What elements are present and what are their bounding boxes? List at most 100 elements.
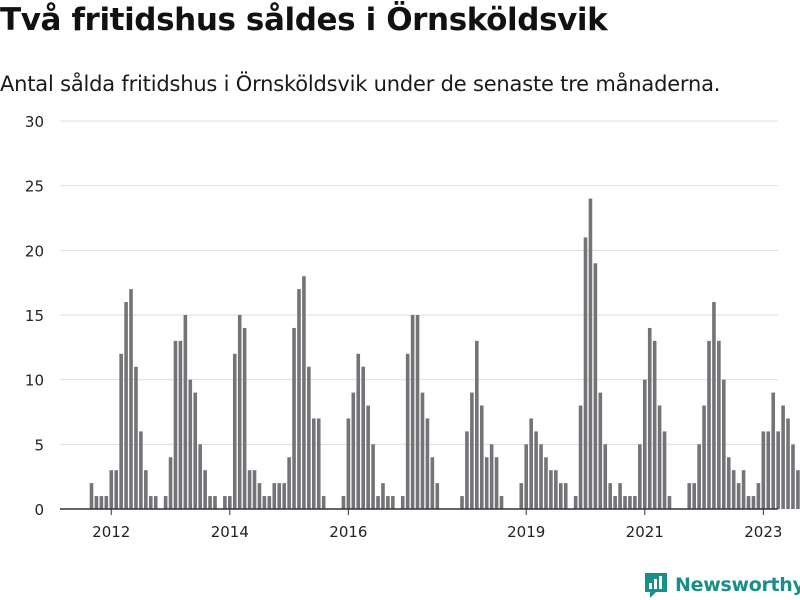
bar	[198, 444, 202, 509]
bar	[702, 405, 706, 509]
bar	[262, 496, 267, 509]
bar	[470, 392, 474, 509]
bar	[712, 302, 716, 509]
x-tick-label: 2012	[92, 523, 130, 541]
bar	[193, 392, 198, 509]
bar	[400, 496, 405, 509]
bar-chart: 0510152025302012201420162019202120232025…	[25, 113, 800, 541]
y-tick-label: 10	[25, 372, 44, 390]
bar	[761, 431, 766, 509]
bar	[223, 496, 227, 509]
bar	[499, 496, 504, 509]
bar	[420, 392, 425, 509]
bar	[554, 470, 558, 509]
bar	[657, 405, 662, 509]
bar	[376, 496, 380, 509]
bar	[722, 379, 726, 509]
bar	[618, 483, 622, 509]
bar	[791, 444, 795, 509]
bar	[124, 302, 128, 509]
bar	[351, 392, 356, 509]
bar	[549, 470, 553, 509]
bar	[529, 418, 533, 509]
bar	[307, 366, 311, 509]
bar	[638, 444, 642, 509]
bar	[692, 483, 696, 509]
bar	[173, 340, 178, 509]
bar	[544, 457, 548, 509]
bar	[628, 496, 632, 509]
bar	[208, 496, 212, 509]
y-tick-label: 30	[25, 113, 44, 131]
bar	[178, 340, 183, 509]
bar	[297, 289, 301, 509]
bar	[435, 483, 440, 509]
bar	[415, 315, 420, 509]
newsworthy-logo-icon	[645, 573, 667, 598]
bar	[524, 444, 529, 509]
bar	[391, 496, 395, 509]
y-tick-label: 0	[34, 501, 44, 519]
bar	[183, 315, 188, 509]
bar	[272, 483, 277, 509]
bar	[588, 198, 593, 509]
y-tick-label: 5	[34, 436, 44, 454]
bar	[781, 405, 785, 509]
bar	[99, 496, 104, 509]
bar	[731, 470, 736, 509]
bar	[410, 315, 415, 509]
bar	[188, 379, 193, 509]
bar	[242, 327, 247, 509]
bar	[633, 496, 637, 509]
bar	[603, 444, 608, 509]
bar	[776, 431, 780, 509]
bar	[771, 392, 776, 509]
bar	[559, 483, 563, 509]
bar	[786, 418, 790, 509]
bar	[726, 457, 731, 509]
bar	[475, 340, 479, 509]
bar	[697, 444, 701, 509]
bar	[237, 315, 242, 509]
bar	[741, 470, 746, 509]
bar	[341, 496, 346, 509]
bar	[539, 444, 543, 509]
x-tick-label: 2021	[626, 523, 664, 541]
bar	[228, 496, 232, 509]
bar	[534, 431, 538, 509]
bar	[346, 418, 351, 509]
bar	[213, 496, 217, 509]
bar	[109, 470, 114, 509]
bar	[563, 483, 568, 509]
bar	[356, 353, 361, 509]
bar	[642, 379, 647, 509]
bar	[583, 237, 588, 509]
bar	[707, 340, 711, 509]
bar	[479, 405, 484, 509]
bar	[316, 418, 321, 509]
bar	[593, 263, 598, 509]
bar	[613, 496, 617, 509]
bar	[139, 431, 143, 509]
bar	[425, 418, 430, 509]
bar	[578, 405, 583, 509]
bar	[361, 366, 365, 509]
x-tick-label: 2016	[329, 523, 367, 541]
bar	[119, 353, 123, 509]
bar	[153, 496, 158, 509]
bar	[751, 496, 756, 509]
bar	[756, 483, 761, 509]
bar	[608, 483, 612, 509]
bar	[371, 444, 375, 509]
bar	[114, 470, 118, 509]
newsworthy-brand: Newsworthy	[643, 570, 800, 600]
y-tick-label: 20	[25, 242, 44, 260]
bar	[302, 276, 306, 509]
brand-name: Newsworthy	[675, 574, 800, 596]
x-tick-label: 2019	[507, 523, 545, 541]
bar	[292, 327, 296, 509]
bar	[687, 483, 692, 509]
bar	[267, 496, 272, 509]
bar	[746, 496, 751, 509]
x-tick-label: 2023	[744, 523, 782, 541]
